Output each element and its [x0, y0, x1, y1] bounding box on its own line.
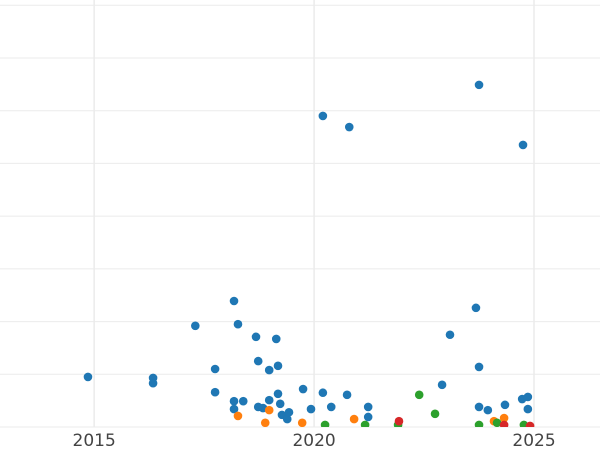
point — [499, 413, 509, 423]
point — [273, 361, 283, 371]
point — [342, 390, 352, 400]
point — [483, 405, 493, 415]
point — [238, 396, 248, 406]
point — [500, 400, 510, 410]
point — [233, 411, 243, 421]
point — [474, 362, 484, 372]
point — [523, 392, 533, 402]
point — [445, 330, 455, 340]
point — [264, 395, 274, 405]
point — [474, 402, 484, 412]
point — [349, 414, 359, 424]
point — [320, 420, 330, 427]
point — [282, 414, 292, 424]
point — [191, 321, 200, 331]
point — [437, 380, 447, 390]
x-tick-label: 2020 — [292, 431, 335, 450]
point — [518, 140, 528, 150]
point — [318, 111, 328, 121]
point — [233, 319, 243, 329]
tick-labels: 2015 2020 2025 — [73, 431, 556, 450]
points — [83, 80, 535, 427]
point — [264, 405, 274, 415]
point — [284, 407, 294, 417]
point — [273, 389, 283, 399]
point — [344, 122, 354, 132]
point — [271, 334, 281, 344]
point — [275, 399, 285, 409]
point — [297, 418, 307, 427]
point — [360, 420, 370, 427]
point — [251, 332, 261, 342]
point — [474, 420, 484, 427]
point — [229, 296, 239, 306]
point — [326, 402, 336, 412]
point — [363, 412, 373, 422]
point — [210, 364, 220, 374]
x-tick-label: 2025 — [512, 431, 555, 450]
point — [523, 404, 533, 414]
point — [148, 378, 158, 388]
point — [525, 421, 535, 427]
point — [394, 416, 404, 426]
point — [492, 418, 502, 427]
point — [298, 384, 308, 394]
point — [229, 404, 239, 414]
point — [83, 372, 93, 382]
grid — [0, 0, 600, 428]
point — [253, 356, 263, 366]
point — [414, 390, 424, 400]
point — [474, 80, 484, 90]
point — [471, 303, 481, 313]
point — [264, 365, 274, 375]
point — [430, 409, 440, 419]
point — [210, 387, 220, 397]
point — [318, 388, 328, 398]
point — [499, 420, 509, 427]
point — [306, 404, 316, 414]
point — [260, 418, 270, 427]
point — [229, 396, 239, 406]
point — [363, 402, 373, 412]
x-tick-label: 2015 — [73, 431, 116, 450]
